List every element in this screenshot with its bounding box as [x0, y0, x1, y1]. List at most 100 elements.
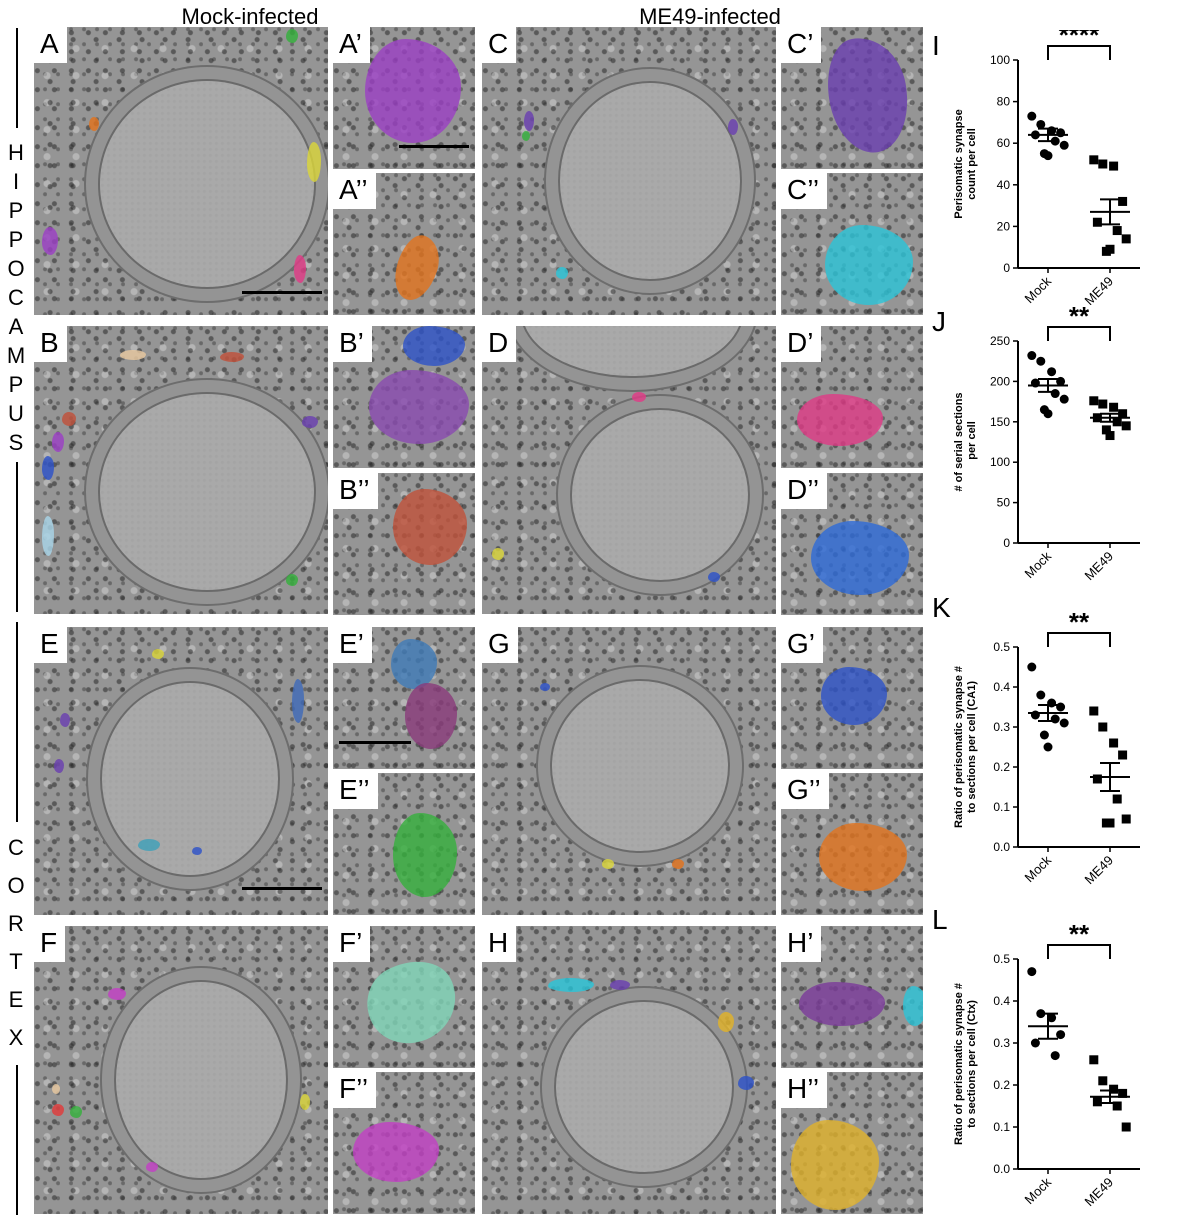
- panel-label: J: [932, 306, 946, 337]
- panel-label: F’’: [333, 1072, 377, 1108]
- data-point: [1027, 111, 1037, 121]
- y-tick-label: 50: [997, 496, 1011, 510]
- y-tick-label: 0.0: [993, 840, 1010, 854]
- data-point: [1118, 750, 1128, 760]
- panel-label: F’: [333, 926, 371, 962]
- data-point: [1027, 967, 1037, 977]
- data-point: [1121, 421, 1131, 431]
- scatter-plot: 0 20 40 60 80 100 Mock ME49 Perisomatic synapsec…: [953, 30, 1140, 305]
- em-panel-A: A: [34, 27, 328, 315]
- em-panel-H2: H’’: [781, 1072, 923, 1214]
- scatter-plot: 0.0 0.1 0.2 0.3 0.4 0.5 Mock ME49 Ratio of peris…: [953, 919, 1140, 1210]
- x-tick-label: Mock: [1022, 1174, 1055, 1207]
- y-tick-label: 0.4: [993, 680, 1010, 694]
- significance-bracket: [1047, 632, 1111, 647]
- em-panel-C2: C’’: [781, 173, 923, 315]
- data-point: [1109, 402, 1119, 412]
- x-tick-label: ME49: [1081, 1175, 1116, 1210]
- em-panel-B: B: [34, 326, 328, 614]
- em-panel-C1: C’: [781, 27, 923, 169]
- region-letter: E: [8, 987, 24, 1012]
- em-panel-A1: A’: [333, 27, 475, 169]
- y-tick-label: 0.1: [993, 1120, 1010, 1134]
- data-point: [1118, 196, 1128, 206]
- region-letter: P: [8, 198, 24, 223]
- significance-stars: **: [1069, 306, 1090, 331]
- data-point: [1105, 244, 1115, 254]
- significance-bracket: [1047, 944, 1111, 959]
- panel-label: G’: [781, 627, 823, 663]
- data-point: [1098, 1076, 1108, 1086]
- data-point: [1089, 706, 1099, 716]
- significance-bracket: [1047, 326, 1111, 341]
- data-point: [1121, 234, 1131, 244]
- panel-label: B: [34, 326, 67, 362]
- data-point: [1059, 718, 1069, 728]
- y-tick-label: 100: [990, 53, 1010, 67]
- panel-label: C’’: [781, 173, 828, 209]
- data-point: [1043, 409, 1053, 419]
- y-tick-label: 0: [1003, 536, 1010, 550]
- region-letter: O: [7, 256, 25, 281]
- data-point: [1121, 814, 1131, 824]
- chart-I: I 0 20 40 60 80 100 Mock ME49 Perisomatic synapse…: [932, 30, 1200, 305]
- y-tick-label: 0.5: [993, 952, 1010, 966]
- region-divider: [16, 1065, 18, 1215]
- data-point: [1092, 217, 1102, 227]
- data-point: [1043, 742, 1053, 752]
- x-tick-label: ME49: [1081, 549, 1116, 584]
- em-panel-B2: B’’: [333, 473, 475, 615]
- region-letter: C: [8, 835, 24, 860]
- data-point: [1036, 690, 1046, 700]
- chart-L: L 0.0 0.1 0.2 0.3 0.4 0.5 Mock ME49 Ratio of peri…: [932, 904, 1200, 1224]
- y-tick-label: 0.4: [993, 994, 1010, 1008]
- data-point: [1089, 155, 1099, 165]
- y-axis-label: # of serial sections per cell: [953, 392, 978, 491]
- y-axis-label: Ratio of perisomatic synapse #to section…: [953, 666, 978, 828]
- em-panel-D1: D’: [781, 326, 923, 468]
- data-point: [1089, 1055, 1099, 1065]
- data-point: [1047, 1013, 1057, 1023]
- y-tick-label: 100: [990, 455, 1010, 469]
- region-letter: H: [8, 140, 24, 165]
- data-point: [1118, 409, 1128, 419]
- data-point: [1027, 351, 1037, 361]
- y-tick-label: 150: [990, 415, 1010, 429]
- x-tick-label: Mock: [1022, 852, 1055, 885]
- data-point: [1112, 794, 1122, 804]
- panel-label: I: [932, 30, 940, 61]
- region-letter: R: [8, 911, 24, 936]
- data-point: [1056, 128, 1066, 138]
- data-point: [1050, 714, 1060, 724]
- em-panel-F: F: [34, 926, 328, 1214]
- em-panel-B1: B’: [333, 326, 475, 468]
- region-divider: [16, 462, 18, 612]
- data-point: [1036, 119, 1046, 129]
- data-point: [1030, 710, 1040, 720]
- scatter-plot: 0.0 0.1 0.2 0.3 0.4 0.5 Mock ME49 Ratio of peris…: [953, 607, 1140, 888]
- y-tick-label: 0.0: [993, 1162, 1010, 1176]
- y-tick-label: 200: [990, 374, 1010, 388]
- region-letter: I: [12, 169, 20, 194]
- y-axis-label: Ratio of perisomatic synapse #to section…: [953, 983, 978, 1145]
- panel-label: H’: [781, 926, 822, 962]
- region-letter: C: [8, 285, 24, 310]
- data-point: [1098, 399, 1108, 409]
- data-point: [1036, 356, 1046, 366]
- y-tick-label: 0.3: [993, 720, 1010, 734]
- y-axis-label: Perisomatic synapsecount per cell: [953, 109, 978, 218]
- em-panel-E: E: [34, 627, 328, 915]
- region-divider: [16, 28, 18, 128]
- em-panel-F1: F’: [333, 926, 475, 1068]
- em-panel-D: D: [482, 326, 776, 614]
- data-point: [1039, 730, 1049, 740]
- em-panel-C: C: [482, 27, 776, 315]
- data-point: [1089, 396, 1099, 406]
- panel-label: D’’: [781, 473, 828, 509]
- region-letter: P: [8, 227, 24, 252]
- panel-label: A’: [333, 27, 370, 63]
- data-point: [1059, 140, 1069, 150]
- x-tick-label: ME49: [1081, 853, 1116, 888]
- region-letter: T: [9, 949, 23, 974]
- x-tick-label: Mock: [1022, 273, 1055, 305]
